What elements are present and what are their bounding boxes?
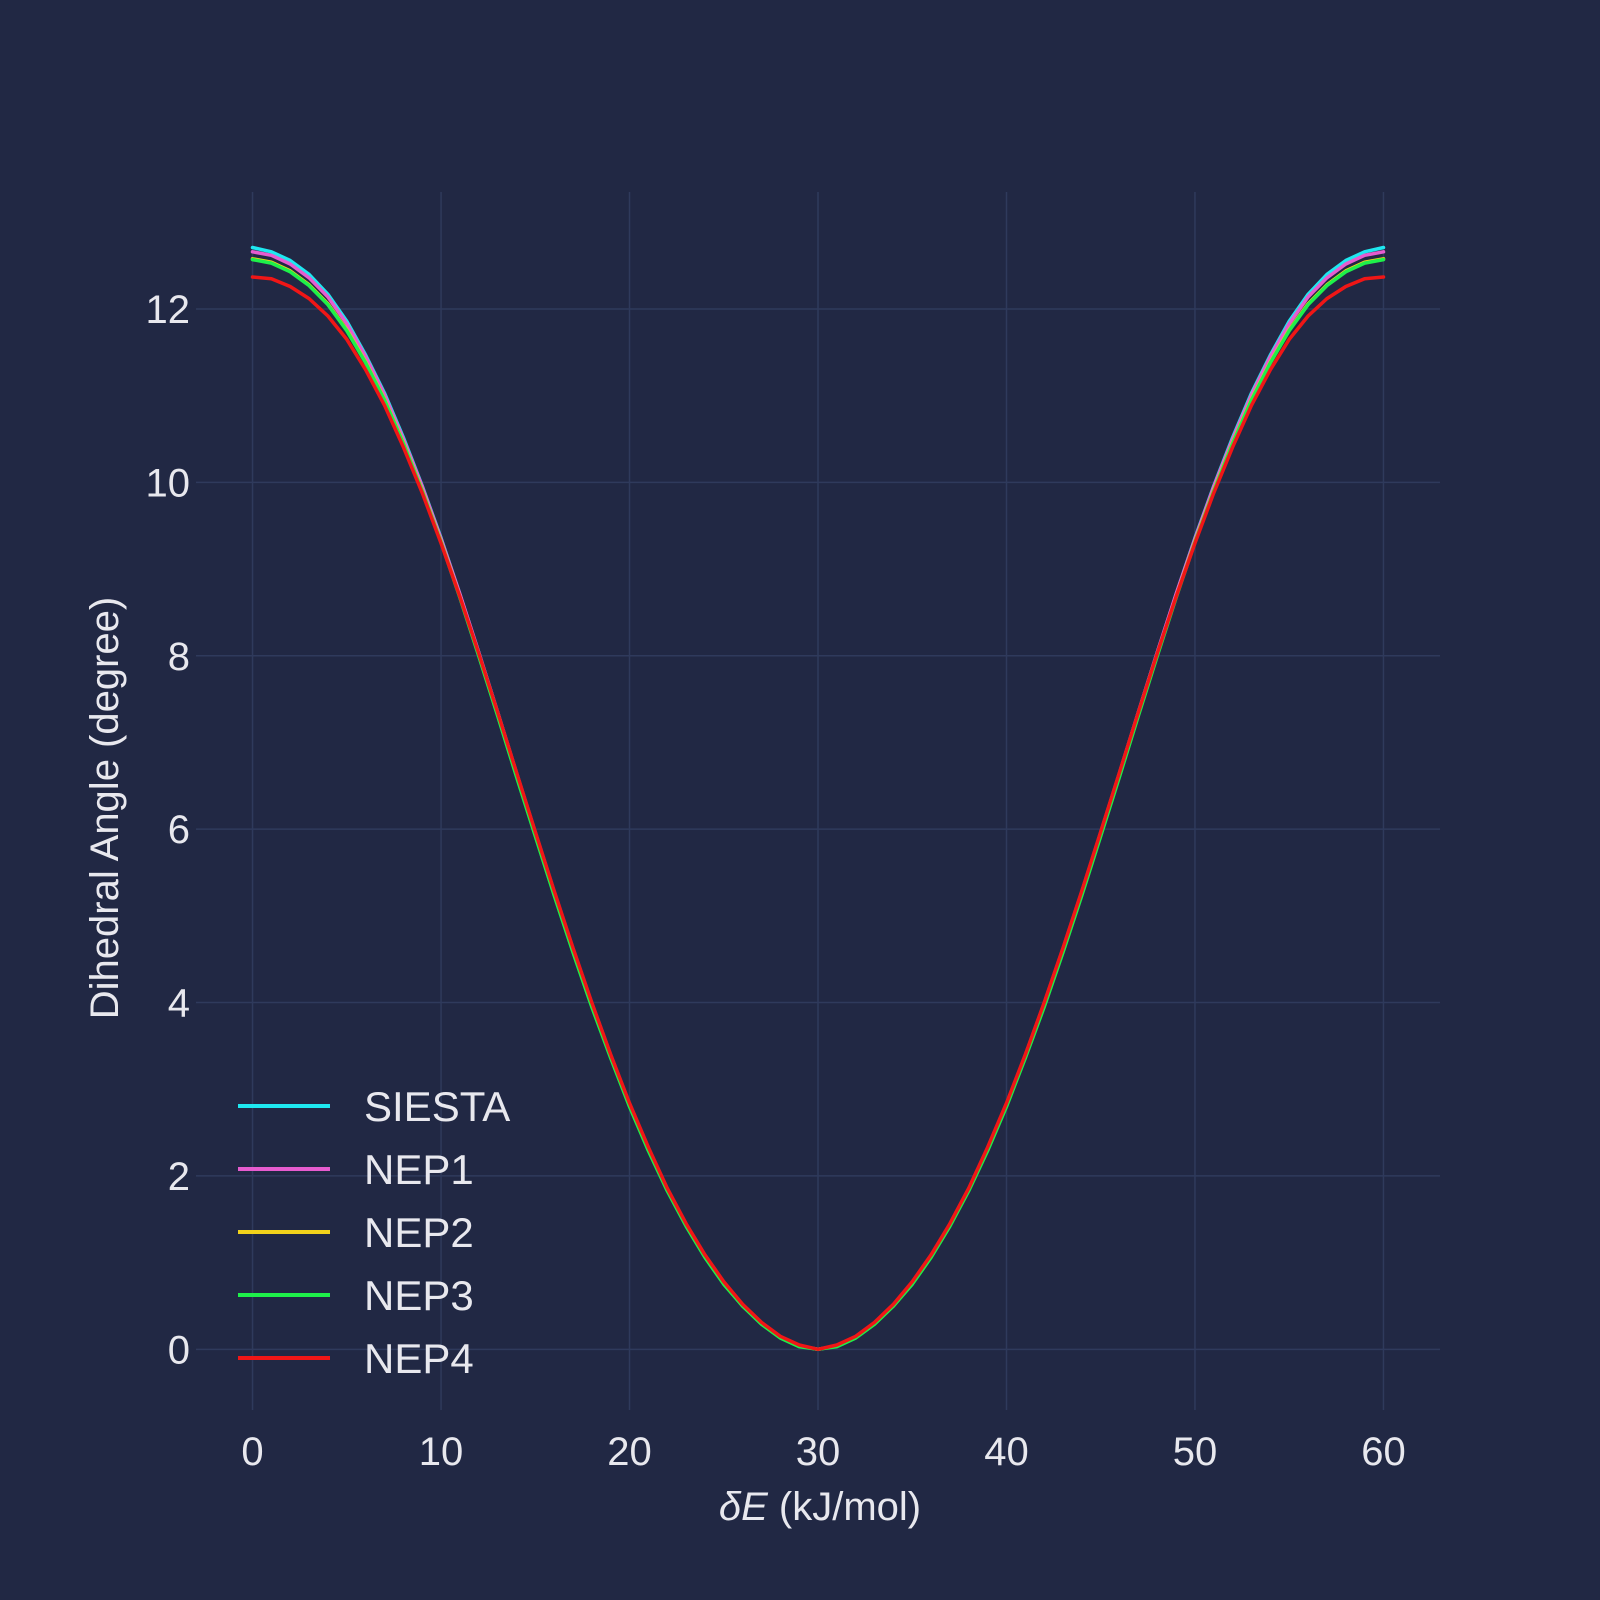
y-tick-label: 10 <box>146 461 191 505</box>
legend: SIESTA NEP1 NEP2 NEP3 NEP4 <box>238 1083 510 1382</box>
x-axis-label-symbol: δE <box>719 1485 769 1529</box>
y-tick-label: 4 <box>168 982 190 1026</box>
x-tick-label: 10 <box>419 1430 464 1474</box>
series-line-nep4 <box>250 275 1386 1352</box>
legend-label-nep3: NEP3 <box>364 1272 474 1319</box>
x-tick-label: 50 <box>1173 1430 1218 1474</box>
x-axis-ticks: 0 10 20 30 40 50 60 <box>241 1430 1405 1474</box>
legend-label-nep2: NEP2 <box>364 1209 474 1256</box>
grid <box>196 192 1440 1410</box>
legend-label-siesta: SIESTA <box>364 1083 510 1130</box>
x-tick-label: 20 <box>607 1430 652 1474</box>
legend-label-nep1: NEP1 <box>364 1146 474 1193</box>
x-tick-label: 0 <box>241 1430 263 1474</box>
legend-label-nep4: NEP4 <box>364 1335 474 1382</box>
x-axis-label-unit: (kJ/mol) <box>768 1485 921 1529</box>
y-tick-label: 2 <box>168 1155 190 1199</box>
y-tick-label: 6 <box>168 808 190 852</box>
x-tick-label: 40 <box>984 1430 1029 1474</box>
y-axis-ticks: 0 2 4 6 8 10 12 <box>146 288 191 1372</box>
y-tick-label: 0 <box>168 1328 190 1372</box>
y-axis-label: Dihedral Angle (degree) <box>83 597 127 1019</box>
y-tick-label: 8 <box>168 635 190 679</box>
x-axis-label: δE (kJ/mol) <box>719 1485 921 1529</box>
x-tick-label: 30 <box>796 1430 841 1474</box>
x-tick-label: 60 <box>1361 1430 1406 1474</box>
series-lines <box>250 245 1386 1352</box>
y-tick-label: 12 <box>146 288 191 332</box>
